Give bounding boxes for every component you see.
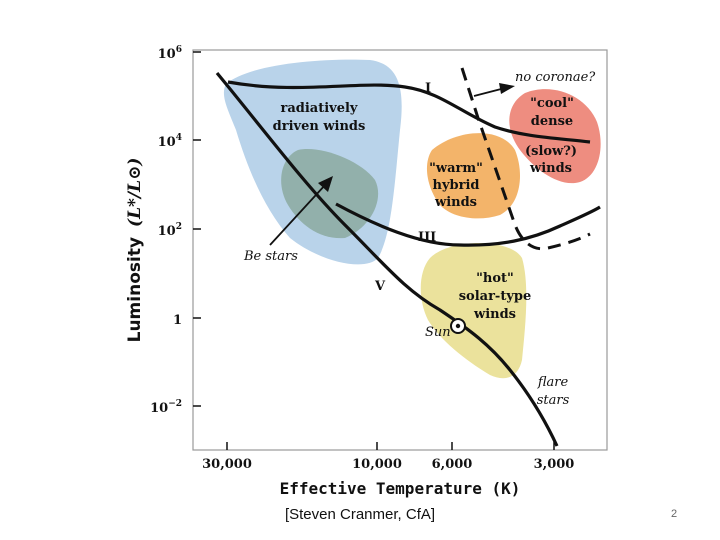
be-stars-arrow-shaft [269,183,327,246]
label-slow-line1: (slow?) [525,144,577,159]
region-cool-dense [509,89,601,184]
y-tick-1e4: 104 [158,133,182,150]
label-class-V: V [374,279,386,294]
label-class-I: I [425,81,431,96]
region-be-stars-overlap [281,149,379,239]
label-cool-line1: "cool" [530,96,574,111]
no-coronae-arrow-head [499,83,515,94]
no-coronae-arrow-shaft [473,87,506,97]
label-class-III: III [418,230,436,245]
label-cool-line2: dense [531,114,573,129]
label-warm-line2: hybrid [433,178,480,193]
x-tick-30000: 30,000 [202,457,252,472]
x-axis-title: Effective Temperature (K) [280,479,521,498]
label-no-coronae: no coronae? [515,70,596,85]
branch-class-I [227,80,591,144]
page-number: 2 [670,508,678,520]
dividing-line-dashed [460,67,591,251]
y-tick-1e2: 102 [158,222,182,239]
x-tick-3000: 3,000 [534,457,575,472]
x-tick-6000: 6,000 [432,457,473,472]
y-axis-title-text: Luminosity(L*/L⊙) [125,158,145,343]
label-warm-line3: winds [434,195,477,210]
label-hot-line1: "hot" [476,271,514,286]
be-stars-arrow-head [318,176,333,192]
y-tick-1e6: 106 [158,45,182,62]
x-tick-10000: 10,000 [352,457,402,472]
y-axis-title: Luminosity(L*/L⊙) [125,158,145,343]
figure-caption: [Steven Cranmer, CfA] [284,506,436,523]
y-axis-ticks [193,51,201,407]
label-warm-line1: "warm" [429,161,483,176]
region-hot-solar [420,243,527,379]
label-radiative-line1: radiatively [281,101,358,116]
label-hot-line3: winds [473,307,516,322]
branch-class-V [215,71,559,447]
label-sun: Sun [425,325,451,340]
label-hot-line2: solar-type [459,289,532,304]
label-be-stars: Be stars [243,249,298,264]
branch-class-III [335,202,601,247]
label-radiative-line2: driven winds [273,119,366,134]
y-tick-1e-2: 10−2 [150,399,182,416]
sun-symbol-icon [450,318,466,334]
label-slow-line2: winds [529,161,572,176]
region-warm-hybrid [426,133,520,219]
label-flare-line2: stars [537,393,570,408]
y-tick-1: 1 [173,313,182,328]
label-flare-line1: flare [537,375,569,390]
